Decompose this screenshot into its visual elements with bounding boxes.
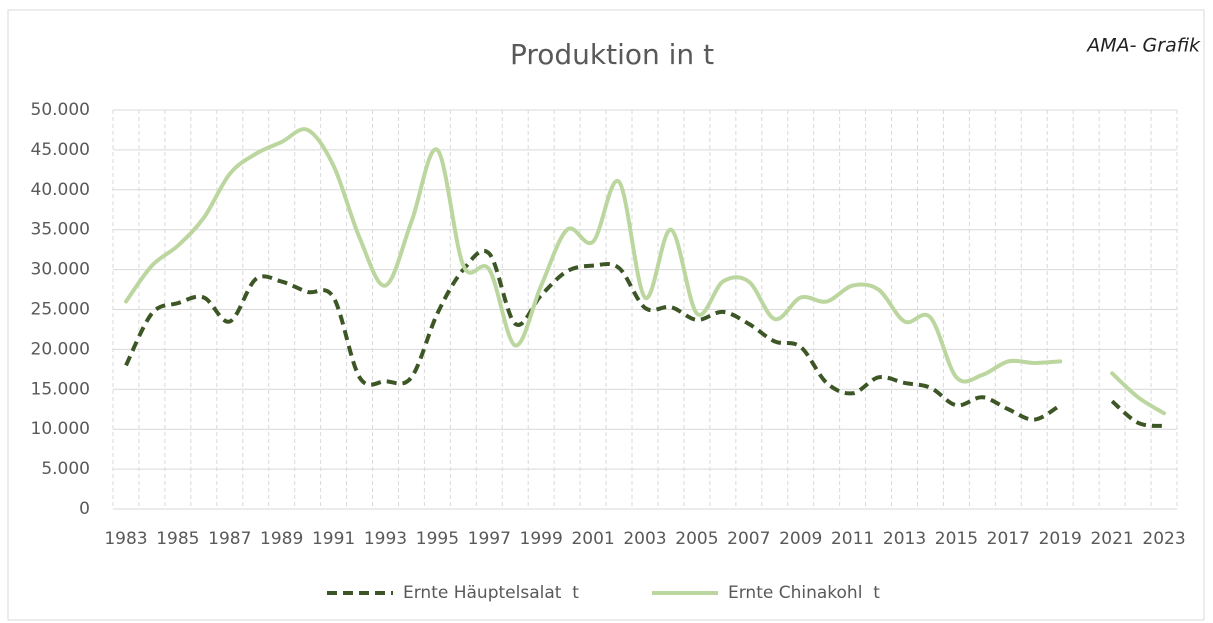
y-tick-label: 5.000	[41, 459, 90, 479]
x-tick-label: 1999	[520, 529, 563, 549]
x-tick-label: 1989	[260, 529, 303, 549]
annotation: AMA- Grafik	[1085, 35, 1201, 57]
chart-title: Produktion in t	[510, 38, 714, 71]
x-tick-label: 2019	[1039, 529, 1082, 549]
y-tick-label: 15.000	[31, 379, 90, 399]
x-tick-label: 1993	[364, 529, 407, 549]
x-tick-label: 2013	[883, 529, 926, 549]
legend-label: Ernte Chinakohl t	[728, 583, 880, 603]
x-tick-label: 2015	[935, 529, 978, 549]
x-tick-label: 2005	[675, 529, 718, 549]
x-tick-label: 2003	[623, 529, 666, 549]
y-tick-label: 45.000	[31, 140, 90, 160]
series-line	[124, 248, 1165, 429]
y-tick-label: 10.000	[31, 419, 90, 439]
x-tick-label: 1991	[312, 529, 355, 549]
y-tick-label: 30.000	[31, 260, 90, 280]
x-tick-label: 1987	[208, 529, 251, 549]
x-tick-label: 2011	[831, 529, 874, 549]
y-tick-label: 25.000	[31, 300, 90, 320]
y-tick-label: 40.000	[31, 180, 90, 200]
x-tick-label: 1985	[156, 529, 199, 549]
x-tick-label: 1983	[104, 529, 147, 549]
x-tick-label: 2017	[987, 529, 1030, 549]
y-tick-label: 20.000	[31, 339, 90, 359]
y-tick-label: 0	[79, 499, 90, 519]
legend-label: Ernte Häuptelsalat t	[403, 583, 579, 603]
x-tick-label: 2023	[1142, 529, 1185, 549]
x-tick-label: 2021	[1090, 529, 1133, 549]
x-tick-label: 2009	[779, 529, 822, 549]
y-tick-label: 50.000	[31, 100, 90, 120]
x-tick-label: 1995	[416, 529, 459, 549]
y-tick-label: 35.000	[31, 220, 90, 240]
x-tick-label: 2007	[727, 529, 770, 549]
series-line	[123, 127, 1167, 416]
x-tick-label: 2001	[571, 529, 614, 549]
x-tick-label: 1997	[468, 529, 511, 549]
